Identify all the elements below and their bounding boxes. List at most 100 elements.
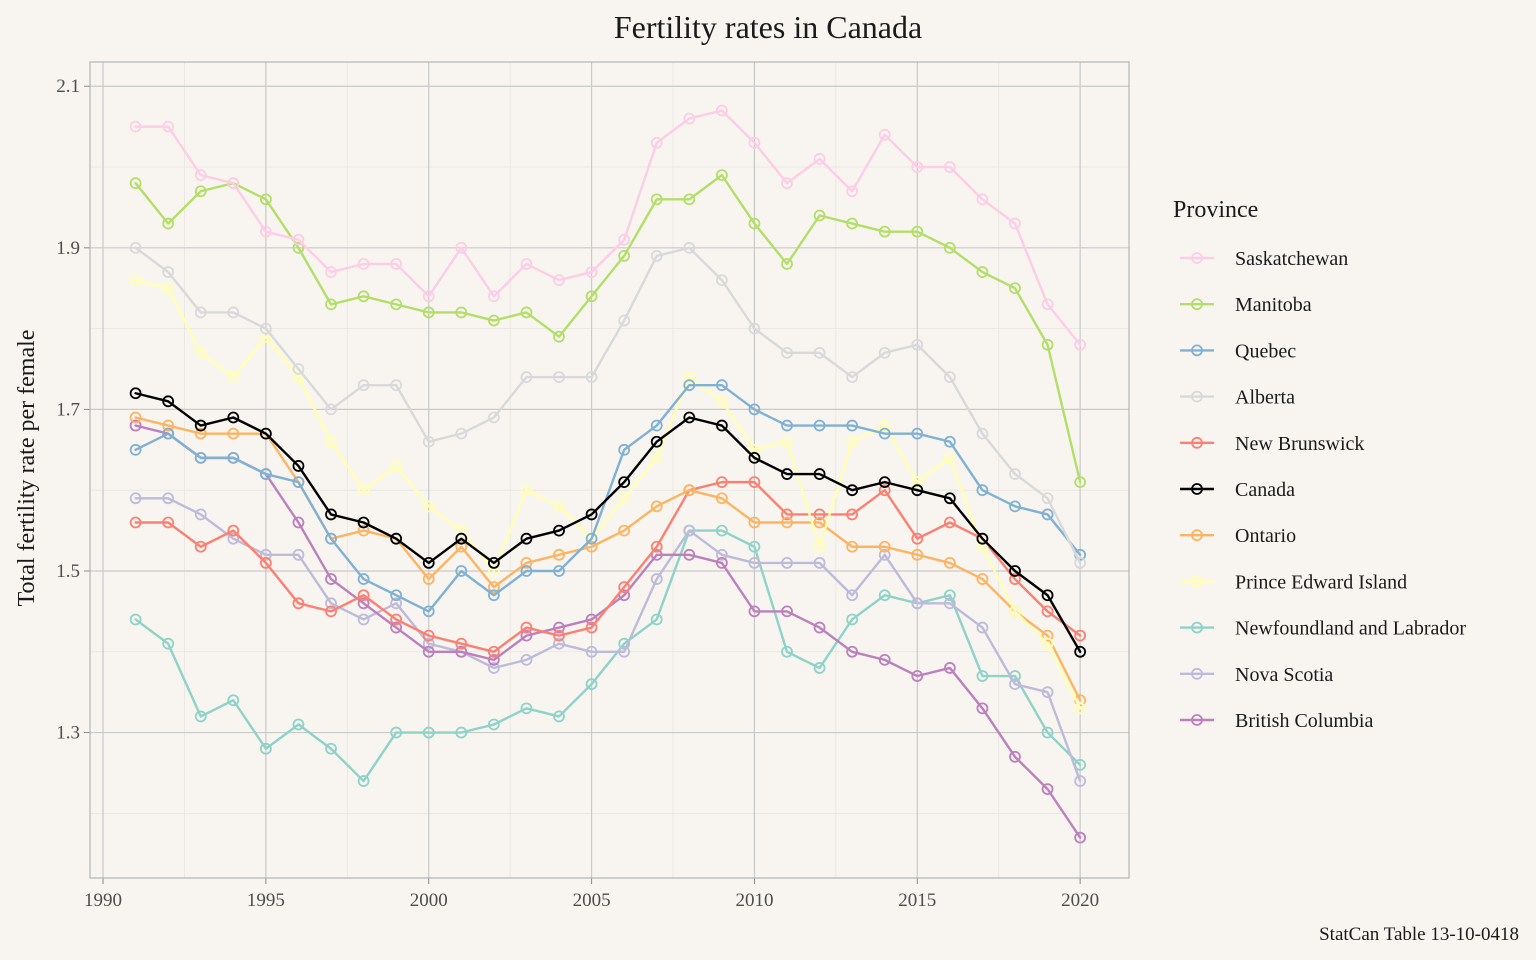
data-point-prince-edward-island xyxy=(1074,702,1087,715)
data-point-alberta xyxy=(325,403,337,416)
data-point-quebec xyxy=(357,573,370,585)
series-newfoundland-and-labrador xyxy=(129,524,1087,787)
data-point-canada xyxy=(520,532,533,545)
data-point-saskatchewan xyxy=(585,266,598,278)
series-canada xyxy=(129,387,1087,658)
data-point-quebec xyxy=(520,565,533,577)
data-point-canada xyxy=(292,460,305,472)
data-point-canada xyxy=(781,468,793,480)
data-point-alberta xyxy=(487,411,500,424)
data-point-manitoba xyxy=(455,306,468,319)
data-point-saskatchewan xyxy=(748,136,761,149)
data-point-newfoundland-and-labrador xyxy=(487,718,500,731)
data-point-british-columbia xyxy=(878,653,891,666)
data-point-new-brunswick xyxy=(715,476,728,489)
data-point-nova-scotia xyxy=(976,621,989,634)
data-point-prince-edward-island xyxy=(390,460,403,472)
data-point-quebec xyxy=(911,427,924,440)
data-point-new-brunswick xyxy=(227,524,240,537)
data-point-quebec xyxy=(943,435,956,448)
data-point-new-brunswick xyxy=(520,621,533,634)
data-point-ontario xyxy=(357,524,370,537)
data-point-canada xyxy=(553,524,565,537)
data-point-saskatchewan xyxy=(878,128,891,141)
data-point-newfoundland-and-labrador xyxy=(846,613,859,626)
y-axis: 1.3 1.5 1.7 1.9 2.1 xyxy=(56,76,90,744)
legend-label-alberta: Alberta xyxy=(1235,387,1295,409)
data-point-nova-scotia xyxy=(683,524,696,537)
data-point-nova-scotia xyxy=(227,532,240,545)
data-point-saskatchewan xyxy=(813,153,826,165)
data-point-british-columbia xyxy=(911,670,924,682)
data-point-ontario xyxy=(846,540,859,553)
data-point-nova-scotia xyxy=(487,662,500,674)
data-point-alberta xyxy=(943,371,956,383)
data-point-manitoba xyxy=(325,298,337,311)
data-point-saskatchewan xyxy=(390,258,403,270)
data-point-british-columbia xyxy=(553,621,565,634)
data-point-british-columbia xyxy=(1074,831,1087,844)
data-point-saskatchewan xyxy=(422,290,435,303)
data-point-nova-scotia xyxy=(292,548,305,561)
data-point-british-columbia xyxy=(422,645,435,658)
data-point-new-brunswick xyxy=(618,581,631,594)
data-point-manitoba xyxy=(650,193,663,206)
major-gridlines xyxy=(90,62,1129,878)
data-point-new-brunswick xyxy=(650,540,663,553)
data-point-newfoundland-and-labrador xyxy=(422,726,435,739)
x-tick-label: 2020 xyxy=(1061,890,1099,911)
x-tick-label: 1990 xyxy=(84,890,122,911)
data-point-new-brunswick xyxy=(129,516,142,529)
data-point-british-columbia xyxy=(943,662,956,674)
data-point-prince-edward-island xyxy=(943,451,956,464)
data-point-manitoba xyxy=(715,169,728,182)
data-point-newfoundland-and-labrador xyxy=(943,589,956,602)
data-point-nova-scotia xyxy=(553,637,565,650)
series-line-newfoundland-and-labrador xyxy=(134,529,1082,783)
data-point-quebec xyxy=(1041,508,1054,521)
data-point-canada xyxy=(390,532,403,545)
data-point-quebec xyxy=(683,379,696,392)
data-point-manitoba xyxy=(194,185,207,198)
data-point-new-brunswick xyxy=(1041,605,1054,618)
data-point-quebec xyxy=(748,403,761,416)
data-point-ontario xyxy=(162,419,175,432)
data-point-quebec xyxy=(650,419,663,432)
data-point-quebec xyxy=(487,589,500,602)
data-point-alberta xyxy=(553,371,565,383)
legend-item-british-columbia: British Columbia xyxy=(1180,710,1373,732)
data-point-prince-edward-island xyxy=(455,524,468,537)
data-point-alberta xyxy=(911,338,924,351)
data-point-ontario xyxy=(650,500,663,513)
data-point-saskatchewan xyxy=(976,193,989,206)
data-point-canada xyxy=(650,435,663,448)
data-point-newfoundland-and-labrador xyxy=(585,678,598,690)
legend-item-newfoundland-and-labrador: Newfoundland and Labrador xyxy=(1180,618,1466,640)
data-point-canada xyxy=(455,532,468,545)
data-point-newfoundland-and-labrador xyxy=(715,524,728,537)
data-point-british-columbia xyxy=(976,702,989,715)
data-point-nova-scotia xyxy=(650,573,663,585)
data-point-canada xyxy=(878,476,891,489)
data-point-quebec xyxy=(585,532,598,545)
data-point-prince-edward-island xyxy=(813,540,826,553)
data-point-nova-scotia xyxy=(943,597,956,610)
data-point-newfoundland-and-labrador xyxy=(650,613,663,626)
data-point-nova-scotia xyxy=(1009,678,1021,690)
data-point-alberta xyxy=(846,371,859,383)
legend-label-quebec: Quebec xyxy=(1235,340,1296,362)
data-point-manitoba xyxy=(748,217,761,230)
minor-gridlines xyxy=(90,62,1129,878)
data-point-prince-edward-island xyxy=(487,565,500,577)
data-point-prince-edward-island xyxy=(878,419,891,432)
data-point-nova-scotia xyxy=(1074,775,1087,787)
y-tick-label: 1.3 xyxy=(56,723,80,744)
data-point-canada xyxy=(813,468,826,480)
data-point-new-brunswick xyxy=(878,484,891,497)
data-point-canada xyxy=(129,387,142,400)
data-point-saskatchewan xyxy=(292,233,305,246)
data-point-canada xyxy=(259,427,272,440)
data-point-british-columbia xyxy=(292,516,305,529)
data-point-newfoundland-and-labrador xyxy=(878,589,891,602)
data-point-new-brunswick xyxy=(194,540,207,553)
